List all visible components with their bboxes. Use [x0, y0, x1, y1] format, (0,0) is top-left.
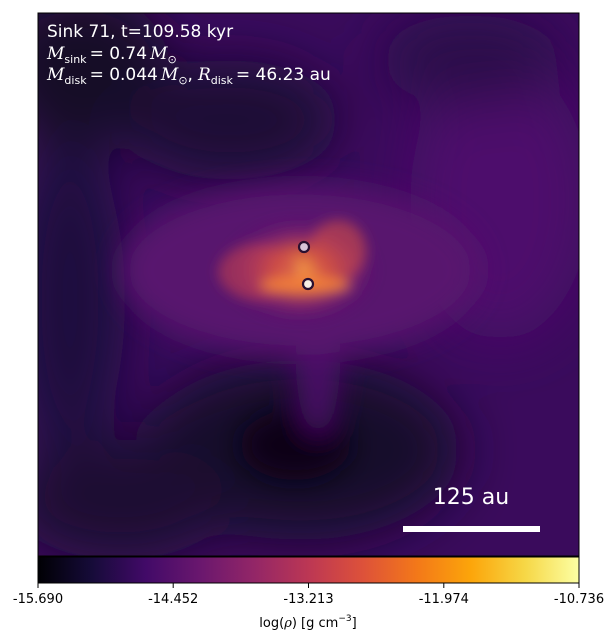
scale-bar-label: 125 au [433, 485, 509, 510]
density-map [38, 13, 579, 556]
colorbar-label: log(ρ) [g cm−3] [259, 614, 356, 631]
colorbar [37, 556, 580, 584]
colorbar-tick-label: -14.452 [148, 592, 198, 607]
colorbar-tick-label: -11.974 [419, 592, 469, 607]
map-frame [37, 12, 580, 557]
dark-region-upper [120, 60, 340, 180]
disk-glow-right [310, 220, 366, 280]
colorbar-tick-label: -10.736 [554, 592, 604, 607]
sink-lower-marker [301, 277, 315, 291]
sink-upper-marker [297, 240, 311, 254]
dark-region-left [38, 140, 125, 460]
colorbar-tick-label: -15.690 [13, 592, 63, 607]
bright-region-upper-right [380, 15, 560, 105]
title-line1: Sink 71, t=109.58 kyr [47, 22, 233, 42]
title-line3: Mdisk = 0.044 M⊙, Rdisk = 46.23 au [46, 65, 331, 87]
dark-region-bottom-left [38, 440, 230, 556]
colorbar-ticks: -15.690 -14.452 -13.213 -11.974 -10.736 [13, 583, 604, 607]
darkest-core-bottom [240, 410, 350, 480]
colorbar-tick-label: -13.213 [283, 592, 333, 607]
title-line2: Msink = 0.74 M⊙ [46, 44, 177, 66]
scale-bar [403, 526, 540, 532]
